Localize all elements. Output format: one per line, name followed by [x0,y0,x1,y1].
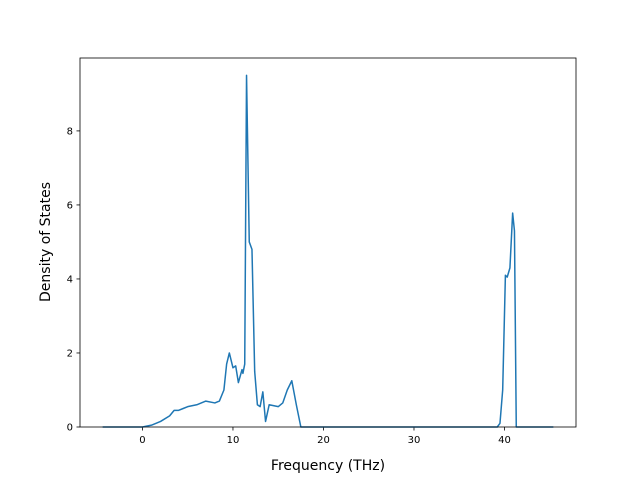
x-tick-label: 0 [139,435,145,446]
x-tick-label: 10 [227,435,240,446]
plot-frame [79,57,577,428]
x-tick-label: 40 [498,435,511,446]
y-tick-label: 8 [67,126,73,137]
y-tick-label: 0 [67,423,73,434]
x-axis-label: Frequency (THz) [271,458,385,474]
line [102,74,554,428]
y-tick-label: 6 [67,200,73,211]
y-tick-label: 4 [67,274,73,285]
x-tick-label: 30 [408,435,421,446]
x-tick-label: 20 [317,435,330,446]
y-axis-label: Density of States [38,182,54,302]
y-tick-label: 2 [67,348,73,359]
